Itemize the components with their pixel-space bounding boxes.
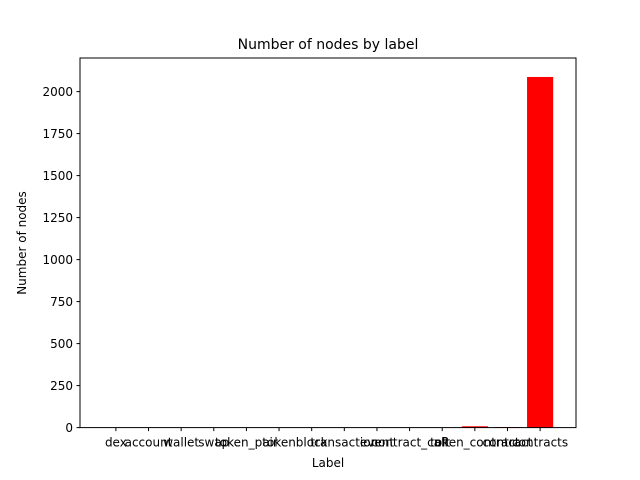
y-tick-label: 750 [50, 295, 73, 309]
y-tick-label: 0 [65, 421, 73, 435]
y-tick-label: 1750 [42, 127, 73, 141]
x-tick-label: token [262, 436, 296, 450]
chart-title: Number of nodes by label [238, 37, 419, 53]
y-tick-label: 1250 [42, 211, 73, 225]
x-axis-label: Label [312, 456, 344, 470]
y-axis-label: Number of nodes [15, 191, 29, 295]
y-tick-label: 250 [50, 379, 73, 393]
plot-background [80, 58, 576, 428]
y-tick-label: 1500 [42, 169, 73, 183]
y-tick-label: 500 [50, 337, 73, 351]
x-tick-label: wallet [163, 436, 199, 450]
bar-contracts [527, 77, 553, 428]
x-tick-label: contracts [512, 436, 568, 450]
y-tick-label: 2000 [42, 85, 73, 99]
y-tick-label: 1000 [42, 253, 73, 267]
x-tick-label: dex [105, 436, 127, 450]
